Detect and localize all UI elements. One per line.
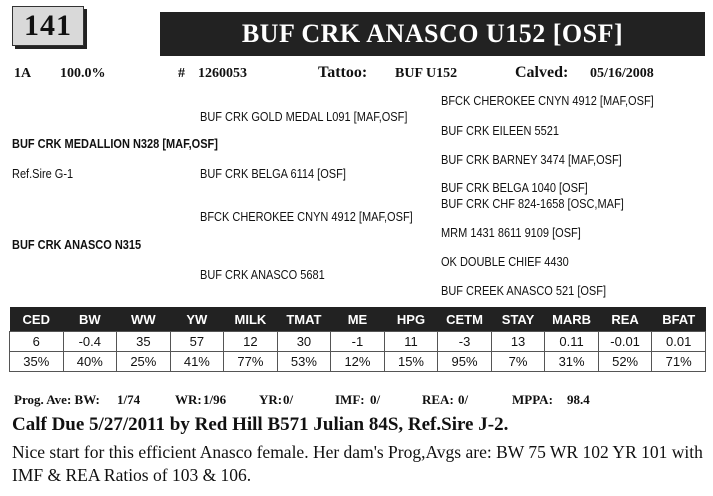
lot-number: 141 [12,6,84,46]
epd-header: BFAT [651,307,706,332]
epd-value: 6 [9,331,64,352]
registration-label: # [178,66,185,81]
sire-dam-sire: BUF CRK BARNEY 3474 [MAF,OSF] [441,153,622,167]
epd-accuracy: 52% [597,351,653,372]
epd-header: WW [116,307,171,332]
sire-sire-sire: BFCK CHEROKEE CNYN 4912 [MAF,OSF] [441,94,654,108]
epd-value: -0.01 [597,331,653,352]
epd-header: STAY [491,307,545,332]
epd-accuracy: 15% [383,351,439,372]
epd-header: BW [63,307,117,332]
epd-accuracy: 35% [9,351,64,372]
epd-accuracy: 25% [116,351,171,372]
tattoo-label: Tattoo: [318,64,368,81]
prog-wr-label: WR: [175,392,202,407]
prog-mppa: 98.4 [567,392,590,407]
epd-header: MILK [223,307,278,332]
epd-value: 12 [223,331,278,352]
sire-name: BUF CRK MEDALLION N328 [MAF,OSF] [12,137,218,151]
epd-header: CETM [437,307,492,332]
epd-value: 0.11 [544,331,599,352]
dam-sire-dam: MRM 1431 8611 9109 [OSF] [441,226,581,240]
sire-dam-dam: BUF CRK BELGA 1040 [OSF] [441,181,588,195]
epd-value: 35 [116,331,171,352]
epd-header: MARB [544,307,599,332]
epd-header-row: CED BW WW YW MILK TMAT ME HPG CETM STAY … [9,307,706,332]
epd-accuracy: 95% [437,351,492,372]
epd-value: 0.01 [651,331,706,352]
registration-number: 1260053 [198,66,247,81]
epd-value: 11 [383,331,439,352]
prog-yr: 0/ [283,392,294,407]
epd-header: ME [330,307,385,332]
prog-imf-label: IMF: [335,392,365,407]
epd-header: YW [170,307,224,332]
epd-accuracy: 77% [223,351,278,372]
epd-accuracy-row: 35% 40% 25% 41% 77% 53% 12% 15% 95% 7% 3… [9,351,706,372]
calf-due-line: Calf Due 5/27/2011 by Red Hill B571 Juli… [12,414,509,435]
prog-rea: 0/ [458,392,469,407]
epd-accuracy: 7% [490,351,546,372]
epd-accuracy: 71% [651,351,706,372]
epd-accuracy: 31% [544,351,599,372]
prog-rea-label: REA: [422,392,454,407]
lot-description: Nice start for this efficient Anasco fem… [12,442,703,485]
epd-header: CED [9,307,64,332]
epd-header: REA [598,307,652,332]
epd-value: -1 [330,331,385,352]
epd-header: HPG [384,307,438,332]
epd-accuracy: 41% [169,351,225,372]
dam-dam-dam: BUF CREEK ANASCO 521 [OSF] [441,284,607,298]
calved-date: 05/16/2008 [590,66,654,81]
epd-values-row: 6 -0.4 35 57 12 30 -1 11 -3 13 0.11 -0.0… [9,331,706,352]
epd-table: CED BW WW YW MILK TMAT ME HPG CETM STAY … [9,307,706,372]
epd-accuracy: 40% [62,351,118,372]
breed-code: 1A [14,66,32,81]
epd-header: TMAT [277,307,331,332]
sire-sire-dam: BUF CRK EILEEN 5521 [441,124,560,138]
dam-name: BUF CRK ANASCO N315 [12,238,142,252]
animal-name-banner: BUF CRK ANASCO U152 [OSF] [160,12,705,56]
epd-value: -3 [437,331,492,352]
epd-value: 30 [276,331,332,352]
prog-imf: 0/ [370,392,381,407]
ref-sire: Ref.Sire G-1 [12,167,74,181]
prog-mppa-label: MPPA: [512,392,553,407]
epd-value: 13 [490,331,546,352]
epd-accuracy: 53% [276,351,332,372]
calved-label: Calved: [515,64,569,81]
sire-sire: BUF CRK GOLD MEDAL L091 [MAF,OSF] [200,110,408,124]
epd-accuracy: 12% [330,351,385,372]
dam-sire-sire: BUF CRK CHF 824-1658 [OSC,MAF] [441,197,624,211]
prog-yr-label: YR: [259,392,283,407]
dam-dam-sire: OK DOUBLE CHIEF 4430 [441,255,569,269]
breed-percent: 100.0% [60,66,106,81]
prog-bw: 1/74 [117,392,141,407]
epd-value: -0.4 [62,331,118,352]
sire-dam: BUF CRK BELGA 6114 [OSF] [200,167,346,181]
prog-ave-label: Prog. Ave: BW: [14,392,100,407]
tattoo-value: BUF U152 [395,66,458,81]
dam-sire: BFCK CHEROKEE CNYN 4912 [MAF,OSF] [200,210,413,224]
epd-value: 57 [169,331,225,352]
prog-wr: 1/96 [203,392,227,407]
dam-dam: BUF CRK ANASCO 5681 [200,268,325,282]
